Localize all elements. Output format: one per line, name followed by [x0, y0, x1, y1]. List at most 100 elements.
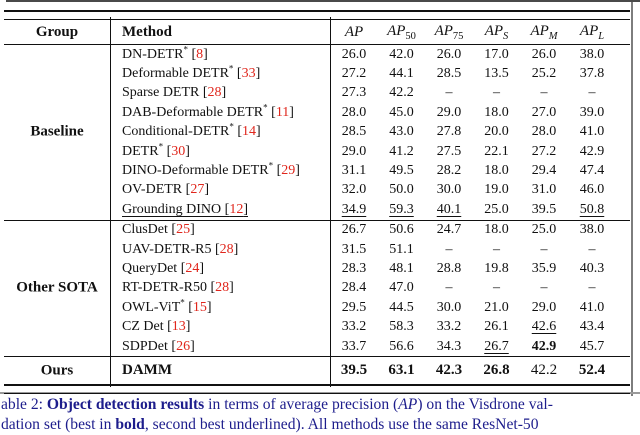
- citation-ref: 15: [192, 299, 207, 315]
- citation-ref: 13: [171, 319, 186, 335]
- value-cell: 50.8: [579, 201, 605, 217]
- value-cell: 42.3: [435, 362, 463, 379]
- table-row: DAMM 39.5 63.1 42.3 26.8 42.2 52.4: [4, 357, 630, 384]
- value-cell: –: [493, 280, 500, 296]
- value-cell: –: [588, 280, 596, 296]
- value-cell: –: [445, 241, 453, 257]
- table-row: Grounding DINO [12] 34.9 59.3 40.1 25.0 39.5 5…: [4, 200, 630, 219]
- method-cell: SDPDet [26]: [122, 338, 195, 354]
- citation-ref: 12: [229, 201, 244, 217]
- value-cell: 27.3: [341, 85, 367, 101]
- value-cell: 31.5: [341, 241, 367, 257]
- table-row: DETR* [30] 29.0 41.2 27.5 22.1 27.2 42.9: [4, 140, 630, 161]
- table-row: OWL-ViT* [15] 29.5 44.5 30.0 21.0 29.0 41.0: [4, 298, 630, 317]
- caption-text-run: Object detection results: [46, 396, 205, 413]
- caption-text-run: bold: [115, 416, 145, 433]
- value-cell: 46.0: [579, 182, 605, 198]
- table-toprule: [4, 10, 630, 20]
- table-section: Ours DAMM 39.5 63.1 42.3 26.8 42.2 52.4: [4, 357, 630, 384]
- value-cell: 26.0: [436, 46, 462, 62]
- table-body: Baseline DN-DETR* [8] 26.0 42.0 26.0 17.0 26.0…: [4, 45, 630, 384]
- caption-text-run: ) on the Visdrone val-: [417, 396, 553, 413]
- column-header-metric: AP: [344, 23, 364, 40]
- method-cell: QueryDet [24]: [122, 260, 205, 276]
- value-cell: –: [540, 85, 548, 101]
- value-cell: 59.3: [389, 201, 414, 217]
- table-row: SDPDet [26] 33.7 56.6 34.3 26.7 42.9 45.7: [4, 337, 630, 356]
- table-row: DINO-Deformable DETR* [29] 31.1 49.5 28.2 18…: [4, 161, 630, 180]
- table-bottomrule: [4, 384, 630, 395]
- value-cell: –: [588, 85, 596, 101]
- table-section: Baseline DN-DETR* [8] 26.0 42.0 26.0 17.0 26.0…: [4, 45, 630, 220]
- section-separator-rule: [4, 219, 630, 221]
- value-cell: 41.0: [579, 299, 605, 315]
- method-cell: OWL-ViT* [15]: [122, 297, 212, 315]
- value-cell: 39.0: [579, 104, 605, 120]
- caption-text-run: , second best underlined). All methods u…: [144, 416, 539, 433]
- value-cell: –: [445, 280, 453, 296]
- method-cell: DAB-Deformable DETR* [11]: [122, 102, 294, 120]
- superscript-star: *: [228, 63, 234, 74]
- value-cell: 28.5: [436, 66, 462, 82]
- value-cell: 51.1: [389, 241, 414, 257]
- citation-ref: 28: [207, 85, 222, 101]
- column-separator-method-metrics: [330, 17, 332, 388]
- method-cell: RT-DETR-R50 [28]: [122, 280, 234, 296]
- frame-right-border: [631, 2, 633, 396]
- value-cell: 28.2: [436, 163, 462, 179]
- value-cell: 39.5: [531, 201, 557, 217]
- value-cell: 29.5: [341, 299, 367, 315]
- table-row: Conditional-DETR* [14] 28.5 43.0 27.8 20.0 28…: [4, 122, 630, 142]
- table-row: ClusDet [25] 26.7 50.6 24.7 18.0 25.0 38.0: [4, 221, 630, 240]
- citation-ref: 11: [275, 104, 290, 120]
- table-row: DN-DETR* [8] 26.0 42.0 26.0 17.0 26.0 38.0: [4, 45, 630, 64]
- value-cell: 56.6: [389, 338, 414, 354]
- value-cell: 19.0: [484, 182, 509, 198]
- value-cell: 48.1: [389, 260, 414, 276]
- value-cell: 50.6: [389, 222, 414, 238]
- method-cell: Sparse DETR [28]: [122, 85, 227, 101]
- value-cell: 21.0: [484, 299, 509, 315]
- column-separator-group-method: [110, 17, 112, 388]
- value-cell: 27.8: [436, 124, 462, 140]
- table-section: Other SOTA ClusDet [25] 26.7 50.6 24.7 18.0 25…: [4, 221, 630, 357]
- column-header-group: Group: [35, 23, 79, 40]
- method-cell: DINO-Deformable DETR* [29]: [122, 160, 300, 179]
- value-cell: 28.0: [531, 124, 557, 140]
- value-cell: 47.0: [389, 280, 414, 296]
- value-cell: 45.7: [579, 338, 605, 354]
- column-header-method: Method: [122, 23, 172, 40]
- caption-text-run: in terms of average precision (: [204, 396, 399, 413]
- header-separator-rule: [4, 44, 630, 45]
- value-cell: 27.5: [436, 143, 462, 159]
- value-cell: 19.8: [484, 260, 509, 276]
- value-cell: –: [540, 241, 548, 257]
- column-header-metric: AP50: [387, 22, 416, 42]
- method-cell: DN-DETR* [8]: [122, 44, 208, 62]
- table-row: DAB-Deformable DETR* [11] 28.0 45.0 29.0 18.…: [4, 103, 630, 122]
- value-cell: 26.1: [484, 319, 509, 335]
- value-cell: 34.3: [436, 338, 462, 354]
- table-row: CZ Det [13] 33.2 58.3 33.2 26.1 42.6 43.4: [4, 317, 630, 336]
- value-cell: –: [540, 280, 548, 296]
- value-cell: –: [445, 85, 453, 101]
- results-table: Group Method AP AP50 AP75 APS APM APL Baselin…: [4, 10, 630, 395]
- value-cell: 32.0: [341, 182, 367, 198]
- method-cell: DAMM: [122, 362, 172, 379]
- value-cell: 18.0: [484, 163, 509, 179]
- value-cell: 28.4: [341, 280, 367, 296]
- table-row: Sparse DETR [28] 27.3 42.2 – – – –: [4, 84, 630, 103]
- method-cell: DETR* [30]: [122, 140, 190, 159]
- value-cell: 47.4: [579, 163, 605, 179]
- table-caption: able 2: Object detection results in term…: [1, 395, 640, 435]
- value-cell: 28.8: [436, 260, 462, 276]
- value-cell: 25.0: [484, 201, 509, 217]
- column-header-metric: APS: [484, 22, 509, 42]
- value-cell: 24.7: [436, 222, 462, 238]
- value-cell: 50.0: [389, 182, 414, 198]
- column-header-metric: APM: [530, 22, 558, 42]
- superscript-star: *: [158, 140, 164, 151]
- table-row: RT-DETR-R50 [28] 28.4 47.0 – – – –: [4, 279, 630, 298]
- citation-ref: 8: [196, 46, 204, 62]
